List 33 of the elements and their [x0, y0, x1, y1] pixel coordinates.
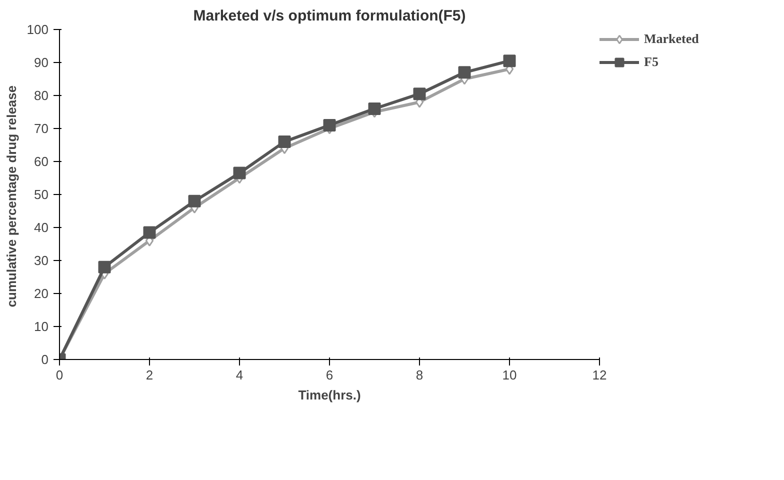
legend-label: F5 — [644, 54, 660, 70]
chart-title: Marketed v/s optimum formulation(F5) — [193, 8, 466, 24]
y-tick-label: 100 — [26, 22, 49, 37]
x-tick-label: 8 — [416, 368, 424, 382]
x-tick-label: 0 — [56, 368, 64, 382]
y-tick-label: 80 — [34, 88, 49, 103]
point — [368, 102, 381, 115]
point — [323, 118, 336, 132]
x-tick-label: 2 — [146, 368, 154, 382]
point — [278, 135, 291, 148]
y-tick-label: 0 — [41, 352, 49, 367]
y-tick-label: 70 — [34, 121, 49, 136]
x-axis-title: Time(hrs.) — [298, 388, 361, 402]
y-tick-label: 30 — [34, 253, 49, 268]
y-tick-label: 40 — [34, 220, 49, 235]
y-tick-label: 50 — [34, 187, 49, 202]
x-tick-label: 6 — [326, 368, 334, 382]
y-tick-label: 60 — [34, 154, 49, 169]
point — [188, 194, 201, 208]
point — [458, 66, 471, 79]
x-tick-label: 10 — [502, 368, 517, 382]
y-tick-label: 90 — [34, 55, 49, 70]
point — [98, 260, 111, 274]
x-tick-label: 12 — [592, 368, 607, 382]
y-tick-label: 10 — [34, 319, 49, 334]
point — [233, 166, 246, 180]
y-axis-title: cumulative percentage drug release — [4, 85, 19, 308]
point — [503, 54, 516, 68]
point — [413, 88, 426, 100]
x-tick-label: 4 — [236, 368, 244, 382]
legend-label: Marketed — [644, 31, 699, 47]
y-tick-label: 20 — [34, 286, 49, 301]
point — [143, 226, 156, 239]
